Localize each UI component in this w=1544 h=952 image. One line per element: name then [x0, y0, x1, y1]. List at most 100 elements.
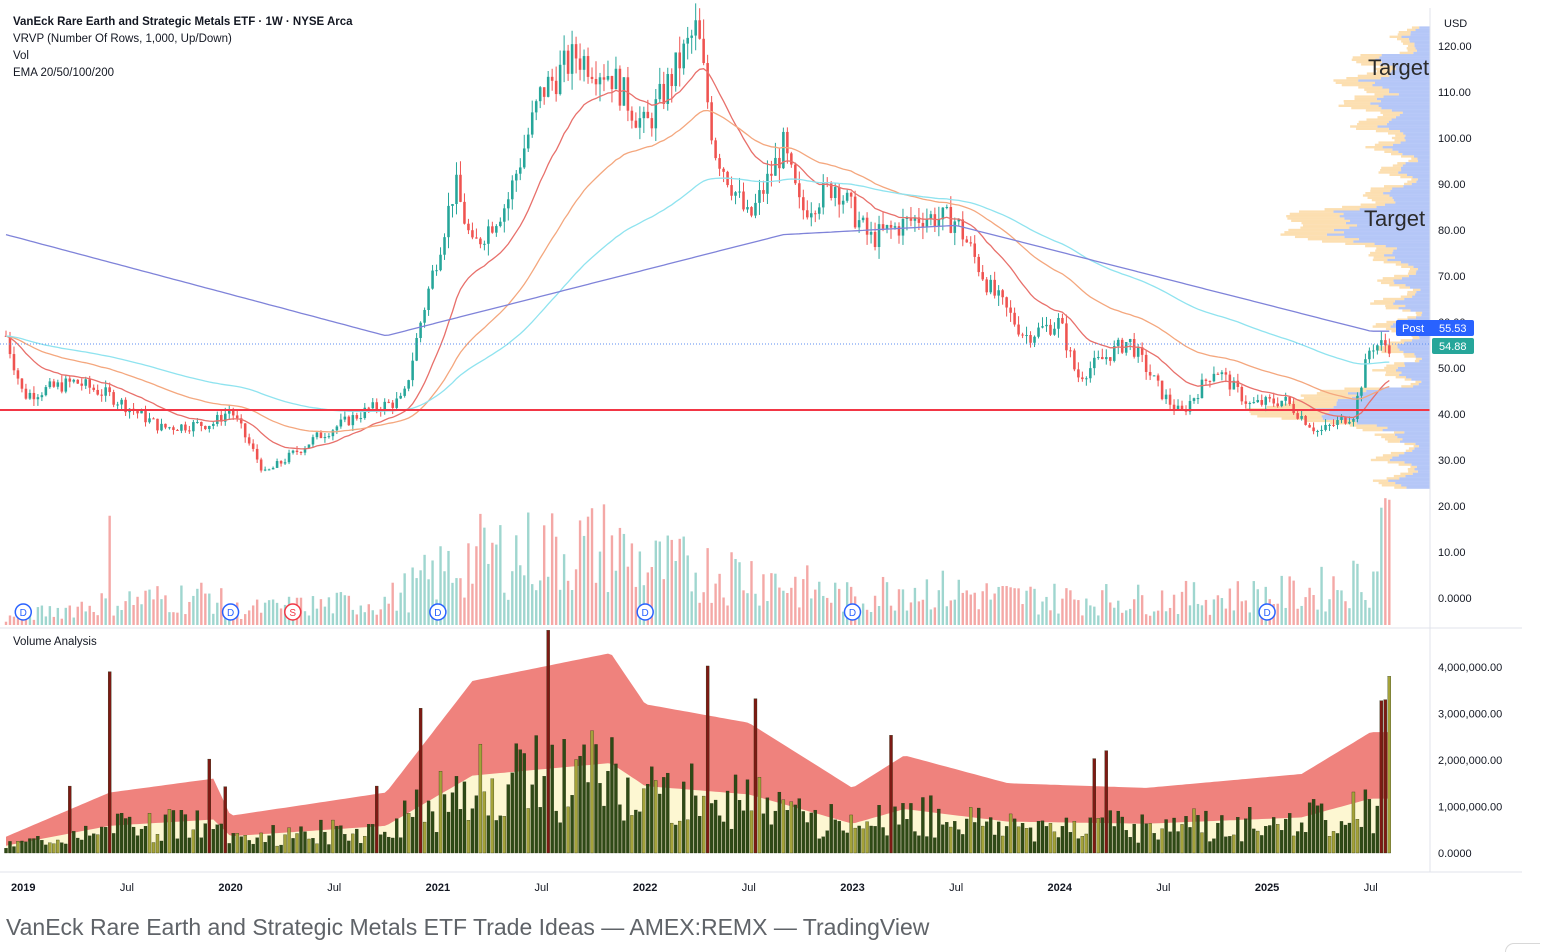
volume-bar	[124, 601, 127, 625]
candle-body	[168, 427, 171, 429]
candle-body	[172, 427, 175, 430]
dividend-marker	[221, 603, 240, 621]
volume-analysis-bars	[4, 630, 1391, 854]
candle-body	[439, 254, 442, 271]
vrvp-up-row	[1408, 263, 1430, 266]
volume-analysis-bar	[438, 771, 443, 854]
volume-bar	[1256, 589, 1259, 625]
candle-body	[375, 402, 379, 410]
time-axis-ticks[interactable]: 2019 Jul 2020 Jul 2021 Jul 2022 Jul 2023 Jul 2024 J…	[11, 882, 1378, 894]
vrvp-up-row	[1356, 422, 1430, 425]
vrvp-up-row	[1397, 343, 1430, 347]
volume-bar	[52, 616, 56, 625]
volume-bar	[1172, 594, 1176, 625]
vrvp-down-row	[1357, 74, 1390, 78]
volume-analysis-bar	[634, 809, 638, 854]
vrvp-down-row	[1372, 325, 1391, 328]
volume-bar	[259, 612, 263, 625]
candle-body	[646, 111, 650, 119]
vrvp-down-row	[1370, 302, 1394, 305]
vrvp-down-row	[1378, 481, 1396, 485]
candle-body	[471, 230, 474, 238]
vrvp-up-row	[1394, 300, 1430, 303]
volume-bar	[702, 592, 705, 625]
vrvp-up-row	[1405, 134, 1430, 137]
volume-analysis-bar	[199, 837, 204, 854]
candle-body	[1252, 402, 1256, 404]
vrvp-down-row	[1344, 102, 1371, 105]
candle-body	[431, 270, 434, 289]
candle-body	[419, 322, 422, 338]
volume-bar	[351, 609, 355, 625]
candle-body	[1005, 297, 1008, 308]
candle-body	[1061, 317, 1064, 324]
volume-bar	[12, 616, 16, 625]
vrvp-down-row	[1376, 247, 1397, 250]
volume-analysis-bar	[1164, 819, 1168, 854]
candle-body	[1376, 345, 1379, 351]
candle-body	[574, 44, 578, 59]
volume-analysis-bar	[690, 763, 694, 854]
vrvp-up-row	[1405, 162, 1430, 165]
volume-analysis-bar	[590, 730, 594, 854]
volume-bar	[1152, 611, 1156, 625]
volume-analysis-bar	[375, 785, 379, 854]
time-tick-label: 2020	[218, 882, 242, 894]
volume-analysis-bar	[187, 837, 192, 854]
vrvp-up-row	[1395, 65, 1430, 68]
vrvp-up-row	[1398, 93, 1430, 96]
volume-analysis-title[interactable]: Volume Analysis	[13, 636, 97, 648]
vrvp-up-row	[1389, 88, 1430, 91]
volume-analysis-bar	[705, 665, 710, 854]
symbol-title[interactable]: VanEck Rare Earth and Strategic Metals E…	[13, 16, 353, 28]
candle-body	[909, 217, 913, 221]
candle-body	[200, 421, 203, 426]
vrvp-down-row	[1294, 235, 1345, 239]
vrvp-up-row	[1388, 90, 1430, 94]
vrvp-legend[interactable]: VRVP (Number Of Rows, 1,000, Up/Down)	[13, 33, 232, 45]
volume-bar	[1228, 588, 1232, 625]
tradingview-chart[interactable]: Target Target D D S D D D D USD 120.00 110.00 10…	[0, 0, 1522, 904]
vrvp-down-row	[1404, 442, 1416, 446]
vrvp-down-row	[1351, 58, 1376, 61]
vrvp-down-row	[1410, 382, 1419, 386]
vrvp-down-row	[1379, 65, 1396, 68]
candle-body	[223, 413, 227, 422]
candle-body	[299, 452, 303, 454]
vrvp-down-row	[1382, 113, 1400, 117]
ema-legend[interactable]: EMA 20/50/100/200	[13, 67, 115, 79]
volume-bar	[1296, 608, 1299, 625]
volume-analysis-bar	[925, 836, 929, 854]
vrvp-down-row	[1370, 251, 1393, 255]
volume-analysis-bar	[917, 835, 921, 854]
candle-body	[20, 378, 24, 389]
volume-bar	[1101, 590, 1104, 625]
volume-bar	[395, 610, 398, 625]
candle-body	[347, 416, 351, 426]
candle-body	[710, 102, 713, 141]
vrvp-down-row	[1360, 203, 1385, 206]
volume-analysis-bar	[518, 749, 522, 854]
volume-analysis-bar	[809, 812, 813, 854]
volume-analysis-bar	[147, 813, 152, 854]
candle-body	[1212, 373, 1216, 382]
volume-analysis-bar	[797, 798, 801, 854]
volume-analysis-bar	[1020, 823, 1025, 854]
vrvp-down-row	[1375, 201, 1396, 204]
candle-body	[1085, 378, 1088, 380]
volume-analysis-bar	[1260, 835, 1264, 854]
vol-legend[interactable]: Vol	[13, 50, 29, 62]
vrvp-down-row	[1385, 373, 1400, 377]
volume-analysis-bar	[1240, 841, 1244, 854]
volume-bar	[1380, 507, 1383, 625]
volume-bar	[32, 619, 36, 625]
vrvp-down-row	[1358, 120, 1389, 124]
candle-body	[208, 425, 211, 429]
vrvp-up-row	[1400, 166, 1430, 170]
candle-body	[614, 68, 618, 90]
vrvp-down-row	[1380, 169, 1402, 172]
vrvp-up-row	[1380, 100, 1430, 103]
candle-body	[933, 214, 937, 227]
candle-body	[813, 213, 817, 215]
vrvp-up-row	[1389, 74, 1430, 78]
